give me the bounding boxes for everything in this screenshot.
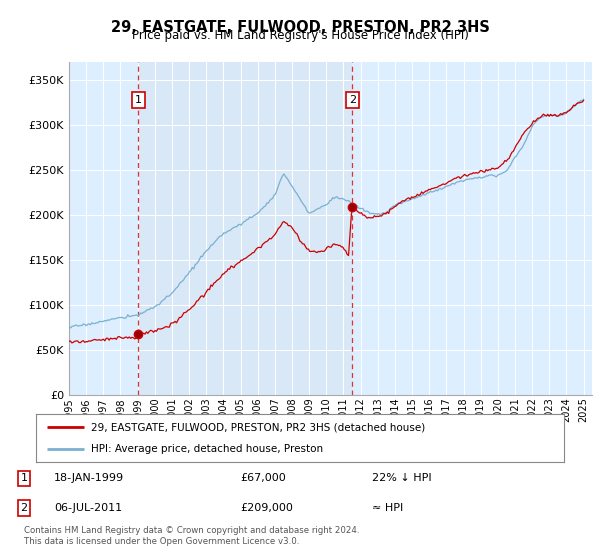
Text: Price paid vs. HM Land Registry's House Price Index (HPI): Price paid vs. HM Land Registry's House … [131, 29, 469, 42]
Text: 1: 1 [135, 95, 142, 105]
Text: HPI: Average price, detached house, Preston: HPI: Average price, detached house, Pres… [91, 444, 323, 454]
Text: £67,000: £67,000 [240, 473, 286, 483]
Text: Contains HM Land Registry data © Crown copyright and database right 2024.
This d: Contains HM Land Registry data © Crown c… [24, 526, 359, 546]
Bar [139, 62, 352, 395]
Text: 18-JAN-1999: 18-JAN-1999 [54, 473, 124, 483]
Text: 29, EASTGATE, FULWOOD, PRESTON, PR2 3HS: 29, EASTGATE, FULWOOD, PRESTON, PR2 3HS [110, 20, 490, 35]
Text: 06-JUL-2011: 06-JUL-2011 [54, 503, 122, 513]
Text: ≈ HPI: ≈ HPI [372, 503, 403, 513]
Text: 2: 2 [349, 95, 356, 105]
Text: 22% ↓ HPI: 22% ↓ HPI [372, 473, 431, 483]
Text: 1: 1 [20, 473, 28, 483]
Text: 2: 2 [20, 503, 28, 513]
Text: 29, EASTGATE, FULWOOD, PRESTON, PR2 3HS (detached house): 29, EASTGATE, FULWOOD, PRESTON, PR2 3HS … [91, 422, 425, 432]
Text: £209,000: £209,000 [240, 503, 293, 513]
